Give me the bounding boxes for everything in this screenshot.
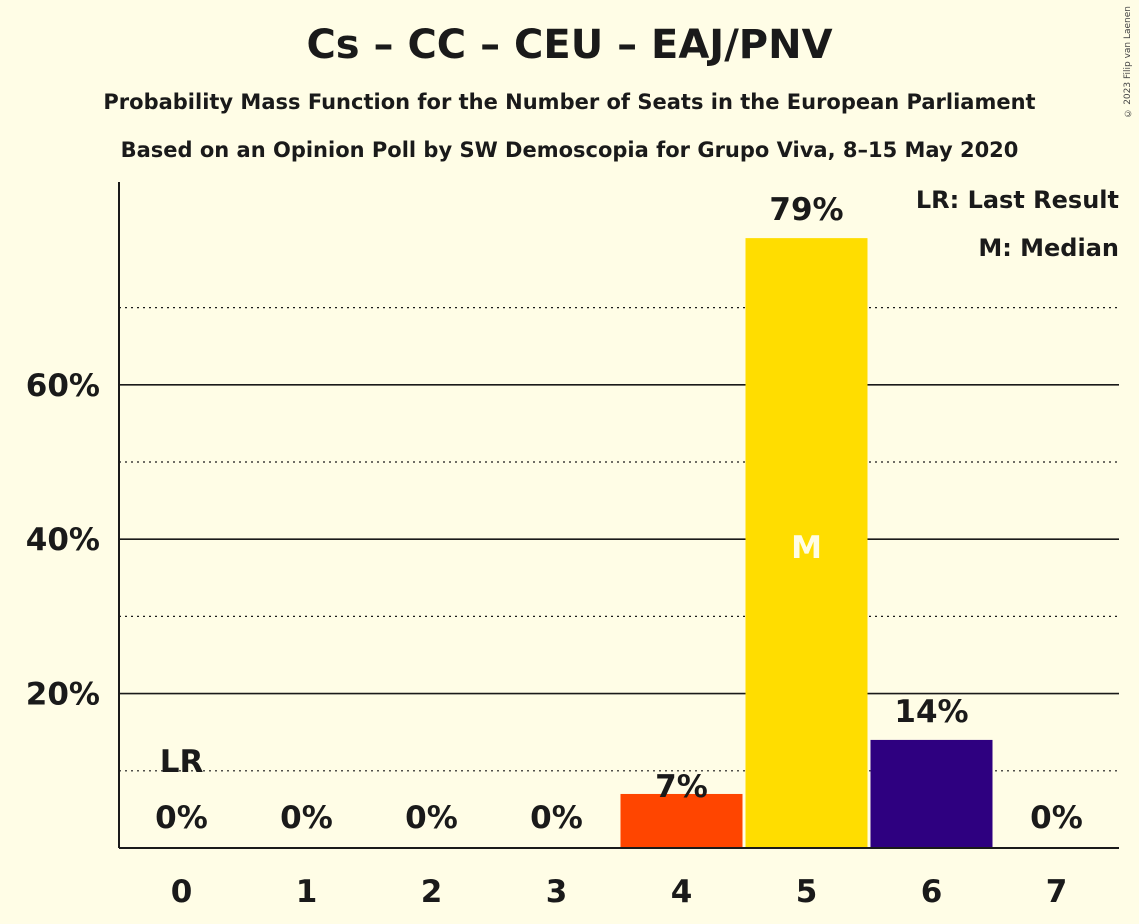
last-result-marker: LR [160, 744, 204, 780]
x-tick-label: 4 [671, 874, 693, 910]
x-tick-label: 7 [1046, 874, 1068, 910]
bar-value-label: 0% [530, 800, 583, 836]
bar-value-label: 0% [405, 800, 458, 836]
legend-last-result: LR: Last Result [915, 186, 1119, 214]
median-marker: M [791, 530, 822, 566]
bar-value-label: 0% [280, 800, 333, 836]
bar-value-label: 7% [655, 769, 708, 805]
y-tick-label: 40% [26, 522, 100, 558]
x-tick-label: 3 [546, 874, 568, 910]
y-tick-label: 20% [26, 677, 100, 713]
y-tick-label: 60% [26, 368, 100, 404]
bar [620, 793, 743, 848]
x-tick-label: 5 [796, 874, 818, 910]
chart-subtitle: Probability Mass Function for the Number… [103, 90, 1036, 114]
x-tick-label: 6 [921, 874, 943, 910]
chart-title: Cs – CC – CEU – EAJ/PNV [306, 22, 833, 68]
x-tick-label: 2 [421, 874, 443, 910]
bar-value-label: 0% [155, 800, 208, 836]
x-tick-label: 0 [171, 874, 193, 910]
bar-value-label: 0% [1030, 800, 1083, 836]
bar [745, 238, 868, 848]
legend-median: M: Median [978, 234, 1119, 262]
bar [870, 739, 993, 848]
bar-value-label: 14% [894, 694, 968, 730]
chart-subtitle-2: Based on an Opinion Poll by SW Demoscopi… [120, 138, 1019, 162]
bar-value-label: 79% [769, 192, 843, 228]
x-tick-label: 1 [296, 874, 318, 910]
